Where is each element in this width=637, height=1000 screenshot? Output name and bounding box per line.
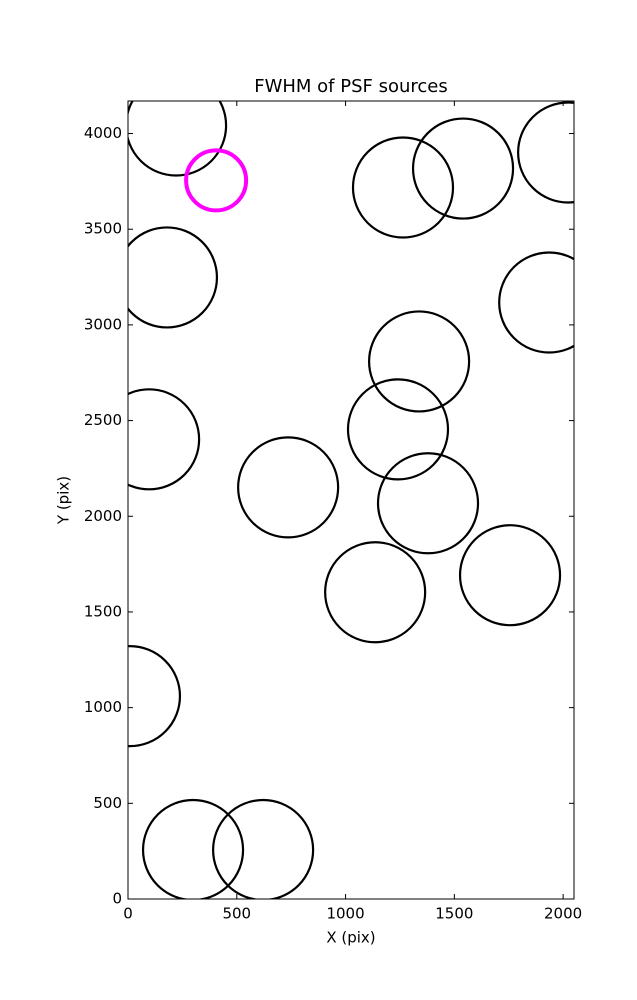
y-tick-label: 1500 bbox=[84, 602, 122, 620]
y-tick-label: 500 bbox=[93, 794, 122, 812]
y-tick-label: 3000 bbox=[84, 315, 122, 333]
source-circle bbox=[351, 136, 455, 239]
x-tick-label: 2000 bbox=[544, 905, 582, 923]
y-tick-label: 3500 bbox=[84, 220, 122, 238]
source-circle bbox=[458, 524, 562, 627]
x-tick-label: 500 bbox=[222, 905, 251, 923]
y-tick-label: 2000 bbox=[84, 507, 122, 525]
source-circle bbox=[128, 645, 182, 748]
plot-area bbox=[128, 101, 574, 899]
x-tick-label: 1000 bbox=[326, 905, 364, 923]
x-tick-label: 1500 bbox=[435, 905, 473, 923]
y-tick-label: 1000 bbox=[84, 698, 122, 716]
source-circle bbox=[128, 101, 228, 177]
source-circle bbox=[517, 101, 574, 204]
source-circle bbox=[212, 798, 315, 899]
source-circle bbox=[498, 251, 574, 354]
source-circle bbox=[128, 226, 219, 329]
y-tick-label: 2500 bbox=[84, 411, 122, 429]
chart-title: FWHM of PSF sources bbox=[254, 76, 448, 97]
y-tick-label: 4000 bbox=[84, 124, 122, 142]
source-circle bbox=[346, 378, 450, 481]
x-tick-label: 0 bbox=[123, 905, 133, 923]
x-axis-label: X (pix) bbox=[326, 929, 375, 947]
source-circle bbox=[237, 436, 340, 539]
source-circle bbox=[376, 452, 480, 555]
source-circle bbox=[411, 117, 515, 220]
source-circle bbox=[184, 148, 249, 213]
y-tick-label: 0 bbox=[112, 890, 122, 908]
source-circle bbox=[324, 541, 427, 644]
y-axis-label: Y (pix) bbox=[55, 476, 73, 525]
source-circle bbox=[128, 388, 201, 491]
axes-frame bbox=[127, 100, 575, 900]
source-circle bbox=[141, 798, 245, 899]
source-circle bbox=[367, 310, 471, 413]
